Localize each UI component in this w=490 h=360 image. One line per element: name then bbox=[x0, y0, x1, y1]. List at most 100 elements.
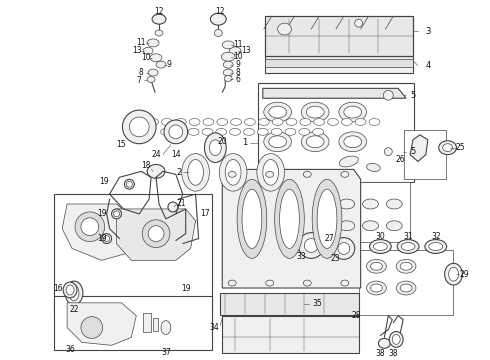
Ellipse shape bbox=[363, 199, 378, 209]
Ellipse shape bbox=[112, 209, 122, 219]
Text: 3: 3 bbox=[425, 27, 431, 36]
Ellipse shape bbox=[429, 243, 442, 251]
Text: 6: 6 bbox=[236, 75, 241, 84]
Text: 11: 11 bbox=[137, 39, 146, 48]
Bar bbox=[258, 84, 414, 182]
Ellipse shape bbox=[286, 118, 297, 125]
Text: 19: 19 bbox=[97, 210, 106, 219]
Ellipse shape bbox=[333, 238, 355, 259]
Ellipse shape bbox=[369, 118, 380, 125]
Ellipse shape bbox=[396, 259, 416, 273]
Ellipse shape bbox=[214, 30, 222, 36]
Text: 7: 7 bbox=[137, 76, 142, 85]
Ellipse shape bbox=[225, 159, 241, 185]
Ellipse shape bbox=[392, 334, 400, 345]
Bar bbox=[222, 316, 359, 353]
Text: 29: 29 bbox=[460, 270, 469, 279]
Ellipse shape bbox=[370, 284, 382, 292]
Ellipse shape bbox=[155, 30, 163, 36]
Polygon shape bbox=[67, 303, 136, 345]
Ellipse shape bbox=[300, 118, 311, 125]
Ellipse shape bbox=[400, 284, 412, 292]
Ellipse shape bbox=[174, 129, 185, 135]
Ellipse shape bbox=[222, 41, 234, 49]
Ellipse shape bbox=[384, 148, 392, 156]
Ellipse shape bbox=[244, 129, 254, 135]
Polygon shape bbox=[62, 204, 136, 260]
Text: 15: 15 bbox=[117, 140, 126, 149]
Ellipse shape bbox=[339, 199, 355, 209]
Text: 26: 26 bbox=[395, 155, 405, 164]
Text: 38: 38 bbox=[389, 349, 398, 358]
Polygon shape bbox=[265, 16, 413, 56]
Ellipse shape bbox=[114, 211, 120, 217]
Text: 28: 28 bbox=[352, 311, 362, 320]
Text: 10: 10 bbox=[233, 52, 243, 61]
Ellipse shape bbox=[237, 179, 267, 258]
Ellipse shape bbox=[188, 159, 203, 185]
Ellipse shape bbox=[228, 280, 236, 286]
Text: 23: 23 bbox=[330, 254, 340, 263]
Text: 17: 17 bbox=[200, 210, 210, 219]
Ellipse shape bbox=[306, 136, 324, 148]
Text: 37: 37 bbox=[161, 348, 171, 357]
Ellipse shape bbox=[147, 39, 159, 47]
Text: 16: 16 bbox=[53, 284, 63, 293]
Ellipse shape bbox=[338, 243, 350, 255]
Bar bbox=[143, 313, 151, 333]
Text: 24: 24 bbox=[151, 150, 161, 159]
Ellipse shape bbox=[122, 110, 156, 144]
Text: 4: 4 bbox=[425, 61, 431, 70]
Ellipse shape bbox=[223, 61, 233, 68]
Text: 14: 14 bbox=[171, 150, 181, 159]
Ellipse shape bbox=[164, 120, 188, 144]
Text: 12: 12 bbox=[216, 7, 225, 16]
Ellipse shape bbox=[175, 118, 186, 125]
Ellipse shape bbox=[303, 280, 311, 286]
Ellipse shape bbox=[102, 234, 112, 243]
Ellipse shape bbox=[142, 220, 170, 247]
Text: 12: 12 bbox=[154, 7, 164, 16]
Ellipse shape bbox=[129, 117, 149, 137]
Ellipse shape bbox=[63, 282, 77, 298]
Ellipse shape bbox=[355, 118, 366, 125]
Ellipse shape bbox=[269, 136, 287, 148]
Ellipse shape bbox=[161, 321, 171, 334]
Ellipse shape bbox=[148, 226, 164, 242]
Ellipse shape bbox=[386, 221, 402, 231]
Ellipse shape bbox=[339, 132, 367, 152]
Text: 1: 1 bbox=[243, 138, 247, 147]
Ellipse shape bbox=[397, 239, 419, 253]
Text: 21: 21 bbox=[176, 199, 186, 208]
Text: 13: 13 bbox=[241, 46, 251, 55]
Ellipse shape bbox=[339, 221, 355, 231]
Ellipse shape bbox=[66, 285, 74, 295]
Bar bbox=[359, 251, 453, 315]
Ellipse shape bbox=[439, 141, 457, 154]
Text: 22: 22 bbox=[69, 305, 79, 314]
Ellipse shape bbox=[303, 171, 311, 177]
Ellipse shape bbox=[444, 263, 463, 285]
Ellipse shape bbox=[266, 280, 273, 286]
Ellipse shape bbox=[147, 118, 159, 125]
Bar bbox=[220, 293, 359, 315]
Ellipse shape bbox=[258, 118, 269, 125]
Ellipse shape bbox=[275, 179, 304, 258]
Ellipse shape bbox=[162, 118, 172, 125]
Bar bbox=[98, 212, 121, 230]
Text: 11: 11 bbox=[233, 40, 243, 49]
Ellipse shape bbox=[327, 118, 339, 125]
Ellipse shape bbox=[363, 221, 378, 231]
Polygon shape bbox=[265, 56, 413, 73]
Ellipse shape bbox=[314, 118, 324, 125]
Ellipse shape bbox=[65, 281, 83, 305]
Ellipse shape bbox=[203, 118, 214, 125]
Ellipse shape bbox=[344, 106, 362, 118]
Text: 2: 2 bbox=[176, 168, 181, 177]
Ellipse shape bbox=[188, 129, 199, 135]
Ellipse shape bbox=[229, 47, 241, 55]
Ellipse shape bbox=[317, 189, 337, 248]
Bar bbox=[54, 296, 212, 350]
Ellipse shape bbox=[339, 102, 367, 122]
Ellipse shape bbox=[298, 233, 324, 258]
